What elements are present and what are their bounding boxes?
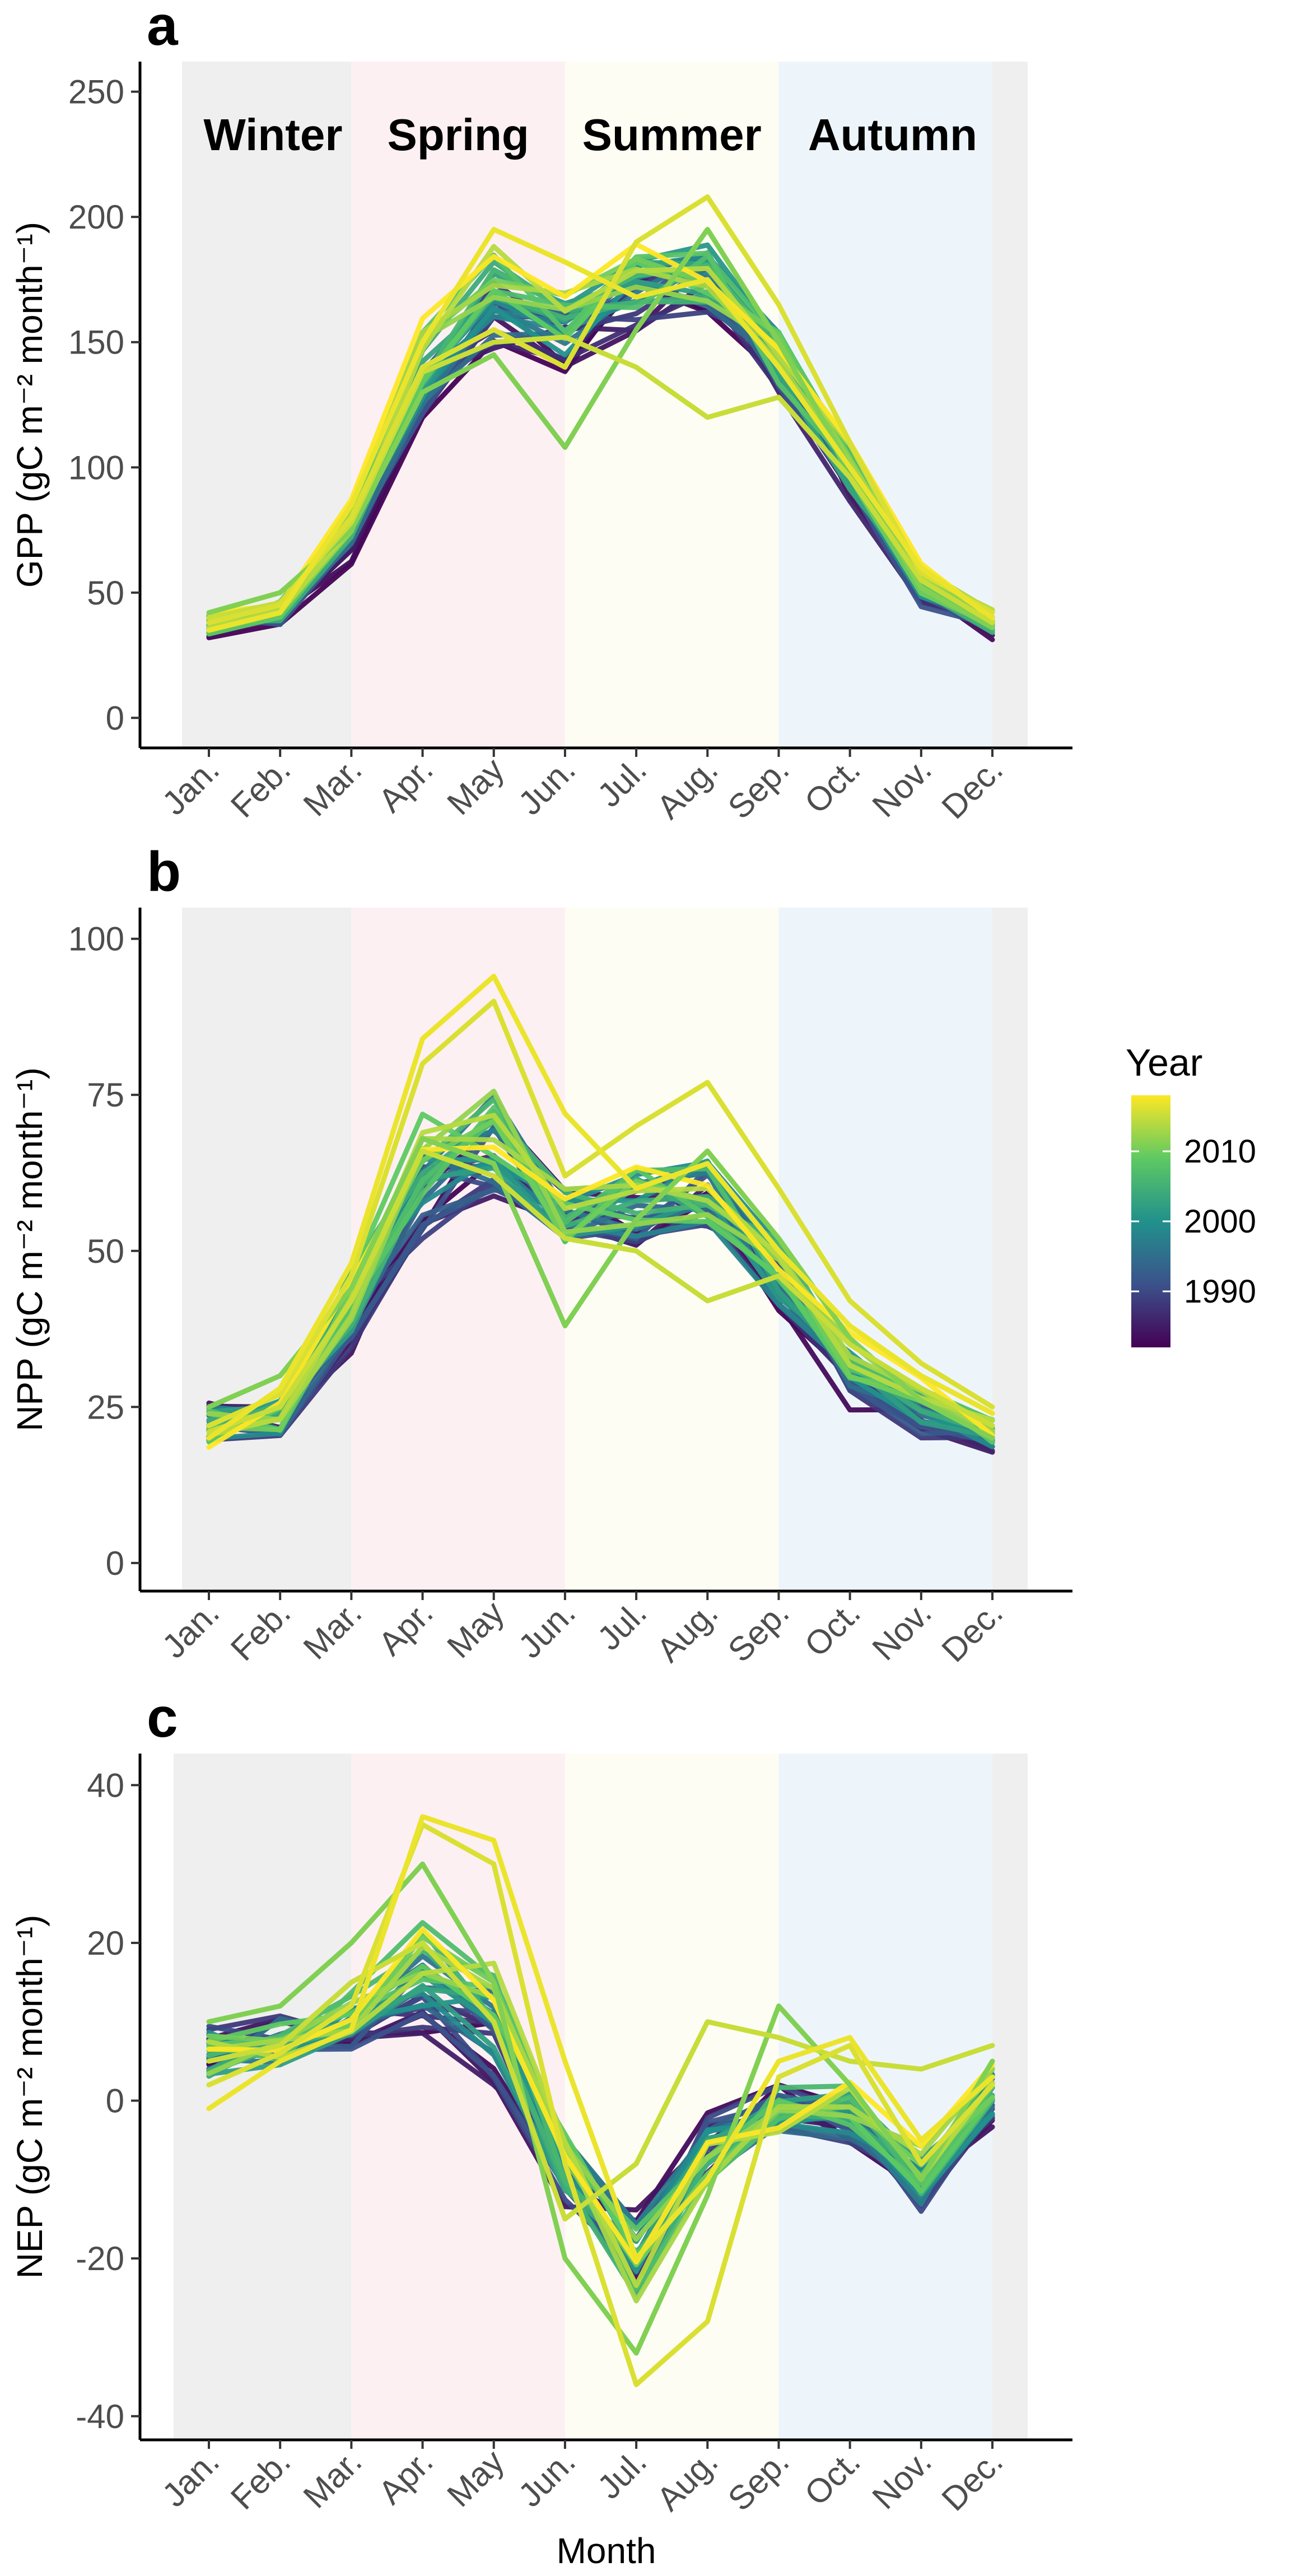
series-line-2013 (206, 1136, 995, 1435)
y-tick-label: 150 (68, 324, 124, 361)
legend-tick-label: 2000 (1184, 1203, 1256, 1240)
y-tick-label: 0 (106, 1545, 124, 1582)
x-tick-label: Jan. (155, 2443, 227, 2514)
x-tick-label: Oct. (797, 2443, 867, 2513)
series-line-2016 (206, 1822, 995, 2387)
x-tick-label: Oct. (797, 1594, 867, 1664)
x-tick-label: Feb. (223, 2443, 297, 2517)
panel-a-gpp: Winter Spring Summer Autumn 0 50 100 150 200 250 J… (10, 0, 1072, 826)
x-tick-label: Dec. (935, 751, 1010, 826)
y-tick-label: 40 (87, 1766, 124, 1804)
x-tick-label: May (440, 751, 511, 822)
x-tick-label: Mar. (296, 751, 369, 824)
series-line-2013 (206, 1944, 995, 2304)
series-line-2016 (206, 194, 995, 625)
x-tick-label: Mar. (296, 2443, 369, 2515)
legend-title: Year (1126, 1041, 1202, 1084)
season-band-autumn (778, 908, 992, 1591)
season-label-spring: Spring (387, 110, 529, 160)
series-line-2017 (206, 974, 995, 1441)
season-band-winter (182, 62, 352, 748)
series-lines (206, 974, 995, 1455)
y-tick-label: 100 (68, 449, 124, 486)
y-tick-label: -20 (76, 2240, 124, 2277)
season-band-winter (992, 908, 1028, 1591)
y-tick-label: 0 (106, 699, 124, 737)
series-line-2011 (206, 1861, 995, 2356)
x-tick-label: Jun. (511, 751, 583, 822)
series-lines (206, 1814, 995, 2387)
x-tick-label: Jan. (155, 751, 227, 822)
x-tick-label: Apr. (371, 1594, 440, 1663)
season-band-winter (992, 1754, 1028, 2440)
y-tick-label: 250 (68, 73, 124, 111)
x-tick-label: Aug. (650, 1594, 725, 1670)
x-tick-label: Apr. (371, 751, 440, 820)
x-tick-label: Nov. (865, 2443, 939, 2516)
x-tick-label: Dec. (935, 1594, 1010, 1670)
y-tick-label: 20 (87, 1924, 124, 1962)
panel-label: b (147, 840, 181, 903)
season-label-summer: Summer (582, 110, 762, 160)
season-band-winter (992, 62, 1028, 748)
x-tick-label: Jun. (511, 1594, 583, 1666)
y-tick-label: 0 (106, 2082, 124, 2120)
y-tick-label: -40 (76, 2398, 124, 2435)
x-tick-label: Dec. (935, 2443, 1010, 2518)
season-band-winter (174, 1754, 352, 2440)
y-axis-title: GPP (gC m⁻² month⁻¹) (10, 222, 50, 588)
season-label-winter: Winter (203, 110, 342, 160)
legend-tick-label: 2010 (1184, 1133, 1256, 1170)
year-legend: Year 2010 2000 1990 (1126, 1041, 1256, 1347)
x-tick-label: Oct. (797, 751, 867, 821)
x-tick-label: Sep. (721, 2443, 796, 2518)
x-tick-label: Sep. (721, 751, 796, 826)
x-tick-label: May (440, 1594, 511, 1666)
panel-label: c (147, 1686, 178, 1749)
panel-b-npp: 0 25 50 75 100 Jan.Feb.Mar. Apr. May Jun. Jul.Aug… (10, 840, 1072, 1669)
panel-label: a (147, 0, 179, 57)
series-line-2018 (206, 1927, 995, 2265)
x-tick-label: Aug. (650, 751, 725, 826)
x-tick-label: Sep. (721, 1594, 796, 1670)
series-line-2015 (206, 1148, 995, 1435)
x-tick-label: Apr. (371, 2443, 440, 2512)
x-tick-label: Nov. (865, 1594, 939, 1667)
x-tick-label: Nov. (865, 751, 939, 824)
series-line-2011 (206, 1136, 995, 1441)
x-axis-title: Month (557, 2531, 656, 2571)
y-tick-label: 50 (87, 574, 124, 612)
series-line-2010 (206, 1118, 995, 1433)
x-tick-label: Mar. (296, 1594, 369, 1667)
legend-ticks: 2010 2000 1990 (1131, 1133, 1256, 1310)
x-tick-label: Jul. (590, 2443, 654, 2506)
y-axis-title: NEP (gC m⁻² month⁻¹) (10, 1915, 50, 2279)
x-tick-label: Jun. (511, 2443, 583, 2514)
y-tick-label: 75 (87, 1076, 124, 1114)
y-tick-label: 25 (87, 1388, 124, 1426)
series-line-2017 (206, 1814, 995, 2261)
y-tick-label: 200 (68, 198, 124, 236)
panel-c-nep: -40 -20 0 20 40 Jan.Feb.Mar. Apr. May Jun. Jul.Au… (10, 1686, 1072, 2571)
y-axis-title: NPP (gC m⁻² month⁻¹) (10, 1067, 50, 1431)
y-tick-label: 100 (68, 920, 124, 958)
series-line-2017 (206, 227, 995, 633)
x-tick-label: Aug. (650, 2443, 725, 2518)
legend-tick-label: 1990 (1184, 1273, 1256, 1310)
season-band-winter (182, 908, 352, 1591)
x-tick-label: Feb. (223, 751, 297, 825)
series-lines (206, 194, 995, 643)
x-tick-label: Feb. (223, 1594, 297, 1668)
x-tick-label: Jul. (590, 751, 654, 814)
x-tick-label: May (440, 2443, 511, 2514)
x-tick-label: Jul. (590, 1594, 654, 1657)
season-label-autumn: Autumn (808, 110, 977, 160)
y-tick-label: 50 (87, 1233, 124, 1270)
x-tick-label: Jan. (155, 1594, 227, 1666)
